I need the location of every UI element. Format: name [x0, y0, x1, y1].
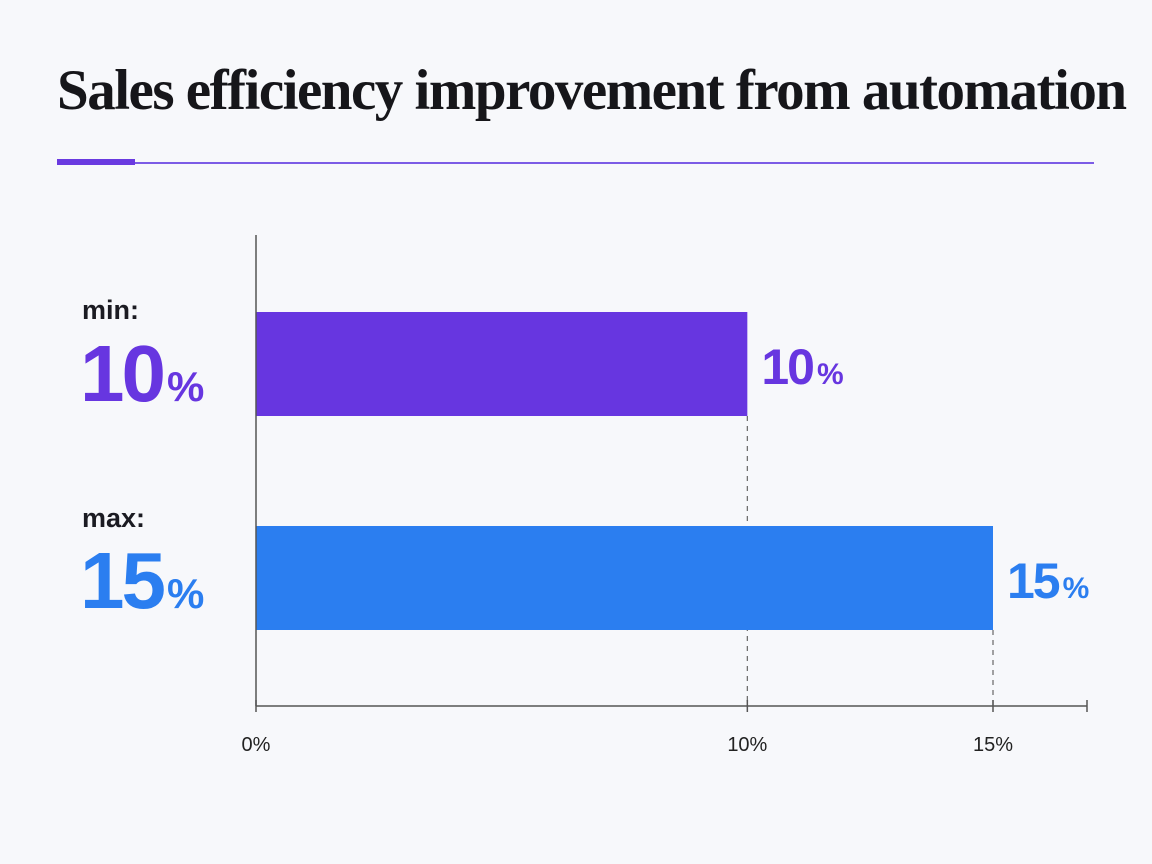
bar-value-label-min: 10%	[761, 339, 843, 395]
title-underline	[57, 162, 1094, 164]
bar-max	[256, 526, 993, 630]
bar-value-label-max: 15%	[1007, 553, 1089, 609]
x-tick-label-15: 15%	[973, 734, 1013, 756]
min-label: min:	[82, 295, 139, 325]
bar-min	[256, 312, 748, 416]
max-value-number: 15	[80, 536, 166, 625]
min-value-unit: %	[166, 363, 205, 410]
max-label: max:	[82, 503, 146, 533]
x-tick-label-10: 10%	[727, 734, 767, 756]
title-underline-accent	[57, 159, 135, 165]
min-value: 10%	[80, 328, 204, 420]
chart-title: Sales efficiency improvement from automa…	[57, 59, 1127, 122]
x-tick-label-0: 0%	[242, 734, 271, 756]
max-value-unit: %	[166, 570, 205, 617]
min-value-number: 10	[80, 329, 166, 418]
max-value: 15%	[80, 535, 204, 627]
